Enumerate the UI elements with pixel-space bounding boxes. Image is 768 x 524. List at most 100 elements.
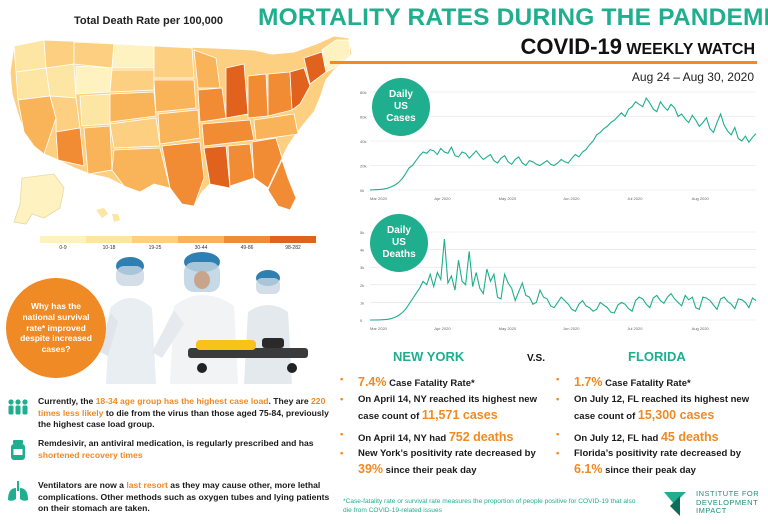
survival-rate-callout: Why has the national survival rate* impr… [6,278,106,378]
deaths-x-tick-label: May 2020 [499,326,517,331]
deaths-y-tick-label: 3k [360,265,364,270]
cases-x-tick-label: Apr 2020 [434,196,451,201]
fact-3-highlight: last resort [126,480,168,490]
bullet-icon: • [556,393,560,405]
institute-name-line-2: DEVELOPMENT [696,497,759,507]
cases-badge-line-2: US [394,101,408,112]
cases-badge-line-1: Daily [389,89,413,100]
footnote: *Case-fatality rate or survival rate mea… [343,498,636,514]
legend-label-1: 10-18 [102,245,116,251]
deaths-x-tick-label: Aug 2020 [692,326,710,331]
stat-text: since their peak day [383,465,477,477]
institute-name-line-3: IMPACT [696,506,727,516]
stat-highlight: 11,571 cases [421,407,498,422]
deaths-y-tick-label: 1k [360,300,364,305]
florida-stats: • 1.7% Case Fatality Rate* • On July 12, FL… [556,374,756,481]
cases-x-tick-label: Mar 2020 [370,196,388,201]
cases-chart-badge: Daily US Cases [372,78,430,136]
bullet-icon: • [340,428,344,440]
map-title: Total Death Rate per 100,000 [74,15,223,27]
subheadline: COVID-19 WEEKLY WATCH [520,34,755,60]
cases-x-tick-label: May 2020 [499,196,517,201]
fact-1-text-b: . They are [268,396,312,406]
fact-3-text-b: as they may cause other, more lethal com… [38,480,330,514]
medicine-vial-icon [11,440,25,460]
deaths-badge-line-3: Deaths [382,249,416,260]
fact-remdesivir-text: Remdesivir, an antiviral medication, is … [38,438,336,461]
new-york-title: NEW YORK [393,349,465,364]
healthcare-workers-photo [92,252,314,384]
stat-highlight: 6.1% [574,462,603,477]
stat-item: • On April 14, NY had 752 deaths [340,429,540,446]
worker-figure-left [100,257,156,384]
legend-label-4: 49-86 [240,245,254,251]
stat-text: Florida’s positivity rate decreased by [574,448,742,460]
stat-text: On July 12, FL had [574,432,661,444]
stat-highlight: 1.7% [574,375,603,389]
cases-y-tick-label: 0k [360,188,364,193]
stat-item: • New York’s positivity rate decreased by… [340,448,540,478]
fact-1-highlight-a: 18-34 age group has the highest case loa… [95,396,269,406]
legend-label-0: 0-9 [59,245,67,251]
stat-text: since their peak day [602,465,696,477]
stat-item: • On July 12, FL had 45 deaths [556,429,756,446]
bullet-icon: • [556,448,560,460]
fact-3-text-a: Ventilators are now a [38,480,127,490]
stat-text: On April 14, NY had [358,432,449,444]
hawaii-shape [96,208,120,222]
people-icon [8,399,28,415]
cases-y-tick-label: 40k [360,139,366,144]
deaths-y-tick-label: 0 [360,318,363,323]
legend-swatch-3 [178,236,224,243]
worker-figure-center [152,252,238,384]
cases-series-line [369,96,757,191]
stat-text: Case Fatality Rate* [602,378,691,389]
bullet-icon: • [556,374,560,385]
legend-swatch-5 [270,236,316,243]
stat-highlight: 45 deaths [660,429,719,444]
header-divider [330,61,757,64]
stat-item: • On July 12, FL reached its highest new … [556,394,756,424]
subhead-weekly-watch: WEEKLY WATCH [626,41,755,58]
stat-text: On April 14, NY reached its highest new … [358,393,537,422]
deaths-badge-line-1: Daily [387,225,411,236]
subhead-covid: COVID-19 [520,34,622,59]
us-death-rate-map [9,35,353,225]
bullet-icon: • [340,393,344,405]
stat-highlight: 752 deaths [448,429,514,444]
institute-name-line-1: INSTITUTE FOR [696,489,760,498]
bullet-icon: • [340,448,344,460]
cases-x-tick-label: Aug 2020 [692,196,710,201]
stat-highlight: 7.4% [358,375,387,389]
cases-y-tick-label: 20k [360,164,366,169]
legend-swatch-1 [86,236,132,243]
legend-swatch-0 [40,236,86,243]
legend-swatch-2 [132,236,178,243]
stat-text: On July 12, FL reached its highest new c… [574,393,750,422]
deaths-x-tick-label: Jul 2020 [627,326,643,331]
deaths-x-tick-label: Apr 2020 [434,326,451,331]
legend-label-3: 30-44 [194,245,208,251]
legend-swatch-4 [224,236,270,243]
stat-item: • 1.7% Case Fatality Rate* [556,374,756,391]
fact-ventilators-text: Ventilators are now a last resort as the… [38,480,336,515]
fact-2-text-a: Remdesivir, an antiviral medication, is … [38,438,314,448]
deaths-x-tick-label: Mar 2020 [370,326,388,331]
legend-label-5: 98-282 [285,245,301,251]
stat-highlight: 15,300 cases [637,407,715,422]
legend-color-bar [40,236,316,243]
institute-logo-icon [664,492,686,516]
cases-y-tick-label: 80k [360,90,366,95]
headline: MORTALITY RATES DURING THE PANDEMIC [258,4,768,31]
versus-label: V.S. [527,353,545,364]
cases-badge-line-3: Cases [386,113,416,124]
stretcher [188,338,308,373]
stat-item: • Florida’s positivity rate decreased by … [556,448,756,478]
alaska-shape [13,173,65,225]
fact-1-text-a: Currently, the [38,396,96,406]
daily-cases-chart: 0k 20k 40k 60k 80k Mar 2020 Apr 2020 May 2020 Ju… [360,90,757,201]
florida-title: FLORIDA [628,349,686,364]
cases-x-tick-label: Jul 2020 [627,196,643,201]
fact-ventilators: Ventilators are now a last resort as the… [6,480,336,515]
fact-age-group: Currently, the 18-34 age group has the h… [6,396,336,431]
